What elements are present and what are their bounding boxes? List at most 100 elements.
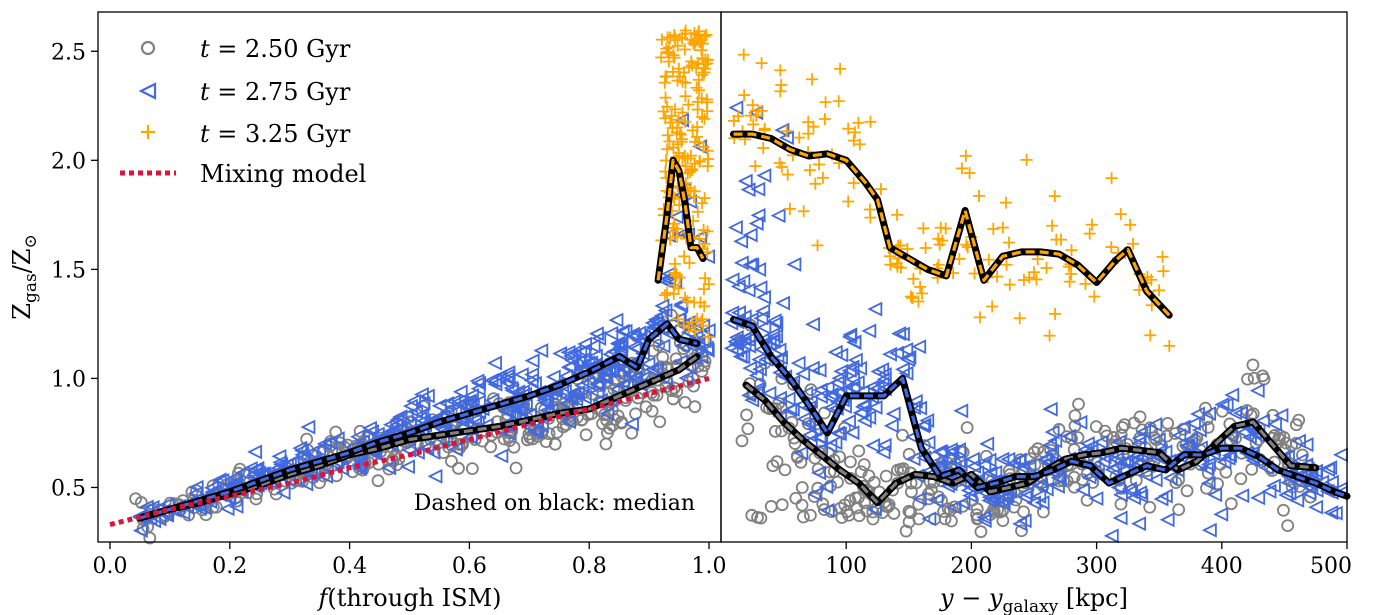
scatter-point <box>545 369 561 385</box>
scatter-point <box>738 89 751 102</box>
scatter-point <box>898 342 914 358</box>
scatter-point <box>1323 505 1339 521</box>
scatter-point <box>650 388 664 402</box>
scatter-point <box>647 312 663 328</box>
scatter-point <box>372 457 385 471</box>
scatter-point <box>1080 493 1094 507</box>
scatter-point <box>655 272 671 288</box>
scatter-point <box>609 381 625 397</box>
scatter-point <box>875 444 891 460</box>
x-tick-label: 100 <box>825 554 867 579</box>
scatter-point <box>575 343 591 359</box>
scatter-point <box>697 140 710 153</box>
scatter-point <box>727 220 743 235</box>
legend: t = 2.50 Gyr t = 2.75 Gyr t = 3.25 Gyr M… <box>120 35 366 188</box>
scatter-point <box>1320 462 1336 478</box>
scatter-point <box>608 312 624 328</box>
scatter-point <box>891 208 904 221</box>
scatter-point <box>788 437 802 450</box>
scatter-point <box>733 233 749 249</box>
scatter-point <box>686 124 699 137</box>
scatter-point <box>832 95 845 108</box>
scatter-point <box>818 479 834 495</box>
scatter-point <box>1220 450 1236 466</box>
scatter-point <box>1079 277 1092 290</box>
scatter-point <box>1112 510 1128 526</box>
scatter-point <box>1218 397 1234 413</box>
scatter-point <box>1044 424 1060 440</box>
scatter-point <box>329 431 345 447</box>
mixing-model-line <box>109 375 710 528</box>
scatter-point <box>1095 454 1111 470</box>
scatter-point <box>1072 397 1085 411</box>
scatter-point <box>648 361 664 377</box>
scatter-point <box>1088 491 1104 507</box>
scatter-point <box>735 273 751 289</box>
scatter-point <box>699 53 712 66</box>
scatter-point <box>813 158 826 171</box>
y-tick-label: 1.0 <box>51 367 86 392</box>
scatter-point <box>523 372 539 388</box>
scatter-point <box>1144 329 1157 342</box>
scatter-point <box>693 232 706 245</box>
scatter-point <box>1040 261 1053 274</box>
scatter-point <box>1172 503 1186 517</box>
scatter-point <box>955 162 968 175</box>
scatter-point <box>1072 414 1088 430</box>
scatter-point <box>842 508 856 522</box>
scatter-point <box>756 319 772 335</box>
scatter-point <box>1124 218 1137 231</box>
scatter-point <box>1322 460 1338 476</box>
scatter-point <box>701 105 714 118</box>
scatter-point <box>663 135 676 148</box>
scatter-point <box>942 442 958 458</box>
scatter-point <box>1018 486 1034 502</box>
scatter-point <box>911 491 927 507</box>
scatter-point <box>1014 460 1030 475</box>
scatter-point <box>793 445 809 461</box>
scatter-point <box>842 122 855 135</box>
legend-label-mixing: Mixing model <box>200 160 366 188</box>
scatter-point <box>1161 416 1175 430</box>
scatter-point <box>1267 416 1282 432</box>
scatter-point <box>795 498 809 512</box>
scatter-point <box>548 437 562 451</box>
scatter-point <box>879 469 893 483</box>
scatter-point <box>1153 284 1166 297</box>
scatter-point <box>698 30 711 43</box>
scatter-point <box>1049 307 1062 320</box>
scatter-point <box>770 208 786 224</box>
scatter-point <box>1112 487 1128 503</box>
scatter-point <box>645 404 659 418</box>
scatter-point <box>946 499 962 515</box>
scatter-point <box>775 424 788 438</box>
scatter-point <box>928 493 944 508</box>
scatter-point <box>884 258 897 271</box>
scatter-point <box>668 217 681 230</box>
scatter-point <box>1042 401 1058 417</box>
scatter-point <box>618 376 634 392</box>
scatter-point <box>754 511 768 525</box>
right-t250-median <box>744 383 1316 505</box>
scatter-point <box>497 403 513 418</box>
scatter-point <box>599 406 615 422</box>
scatter-point <box>400 459 415 475</box>
scatter-point <box>1127 237 1140 250</box>
scatter-point <box>755 104 768 117</box>
y-axis-label: Zgas/Z⊙ <box>8 234 41 319</box>
left-t325-median <box>656 158 705 281</box>
scatter-point <box>773 350 788 366</box>
scatter-point <box>801 416 816 432</box>
scatter-point <box>1079 436 1095 452</box>
scatter-point <box>675 135 688 148</box>
scatter-point <box>371 474 385 488</box>
scatter-point <box>1055 233 1068 246</box>
scatter-point <box>661 129 674 142</box>
scatter-point <box>751 262 767 277</box>
scatter-point <box>625 326 640 342</box>
y-tick-label: 2.5 <box>51 40 86 65</box>
scatter-point <box>1200 475 1216 491</box>
scatter-point <box>665 109 678 122</box>
scatter-point <box>746 99 759 112</box>
scatter-point <box>695 92 708 105</box>
